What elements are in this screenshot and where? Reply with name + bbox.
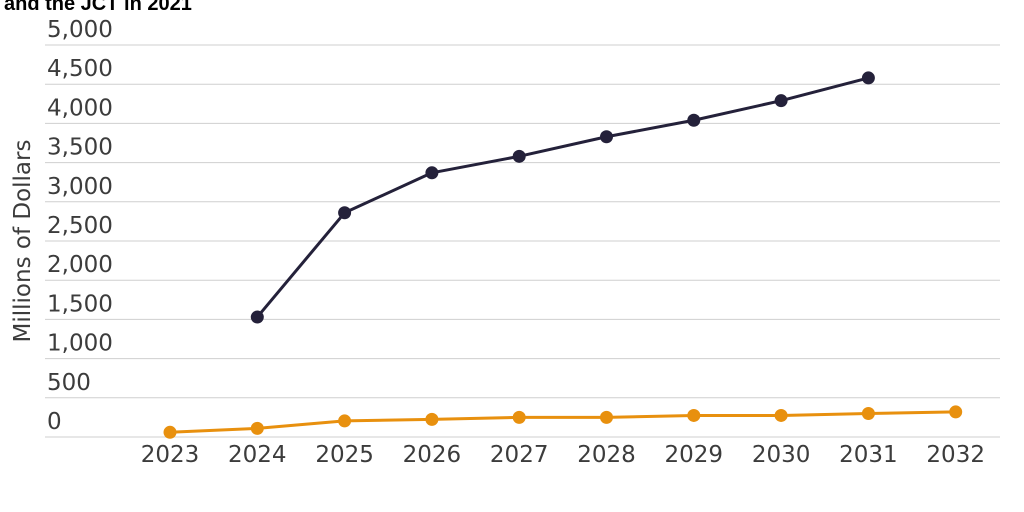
series-line (256, 76, 869, 319)
series-2 (163, 405, 963, 439)
y-tick-label: 5,000 (47, 17, 113, 43)
y-tick-label: 1,500 (47, 291, 113, 317)
y-tick-label: 3,500 (47, 135, 113, 161)
data-point (338, 414, 352, 428)
data-point (949, 405, 963, 419)
series-line (169, 410, 956, 434)
y-tick-label: 4,500 (47, 56, 113, 82)
x-tick-label: 2024 (228, 442, 287, 468)
x-tick-label: 2026 (403, 442, 462, 468)
x-tick-label: 2030 (752, 442, 811, 468)
data-point (687, 113, 701, 127)
data-point (600, 410, 613, 424)
y-tick-label: 2,500 (47, 213, 113, 239)
y-axis-ticks: 0 500 1,000 1,500 2,000 2,500 3,000 3,500 4,000 4… (47, 17, 113, 435)
data-point (687, 408, 701, 422)
x-tick-label: 2025 (315, 442, 374, 468)
y-tick-label: 500 (47, 370, 91, 396)
data-point (338, 206, 352, 220)
x-tick-label: 2031 (839, 442, 898, 468)
y-tick-label: 2,000 (47, 252, 113, 278)
data-point (425, 166, 439, 180)
data-point (774, 94, 788, 108)
x-tick-label: 2028 (577, 442, 636, 468)
data-point (250, 421, 264, 435)
data-point (600, 130, 613, 144)
y-tick-label: 1,000 (47, 331, 113, 357)
y-tick-label: 4,000 (47, 95, 113, 121)
data-point (512, 149, 526, 163)
series-1 (250, 71, 875, 324)
x-tick-label: 2027 (490, 442, 549, 468)
data-point (512, 410, 526, 424)
x-axis-ticks: 2023 2024 2025 2026 2027 2028 2029 2030 2031 2032 (141, 442, 985, 468)
y-axis-label: Millions of Dollars (10, 140, 36, 343)
data-point (163, 425, 177, 439)
series (163, 71, 963, 439)
x-tick-label: 2032 (926, 442, 985, 468)
data-point (861, 71, 875, 85)
y-tick-label: 3,000 (47, 174, 113, 200)
data-point (861, 406, 875, 420)
gridlines (45, 44, 1000, 438)
chart-title: and the JCT in 2021 (4, 0, 192, 15)
data-point (774, 408, 788, 422)
x-tick-label: 2029 (665, 442, 724, 468)
x-tick-label: 2023 (141, 442, 200, 468)
y-tick-label: 0 (47, 409, 62, 435)
data-point (250, 310, 264, 324)
data-point (425, 412, 439, 426)
